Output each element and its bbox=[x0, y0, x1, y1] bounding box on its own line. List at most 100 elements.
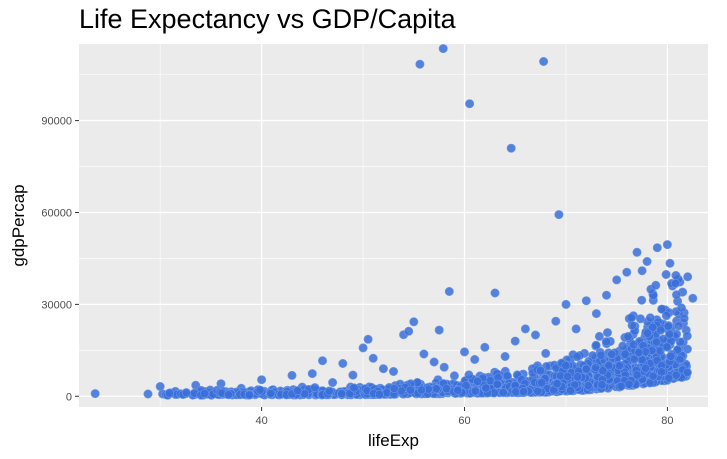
data-point bbox=[655, 346, 665, 356]
data-point bbox=[444, 286, 454, 296]
data-point bbox=[563, 371, 573, 381]
data-point bbox=[612, 275, 622, 285]
data-point bbox=[404, 326, 414, 336]
data-point bbox=[438, 44, 448, 54]
data-point bbox=[674, 321, 684, 331]
y-tick-label: 0 bbox=[66, 391, 72, 403]
data-point bbox=[441, 384, 451, 394]
data-point bbox=[596, 350, 606, 360]
data-point bbox=[349, 383, 359, 393]
data-point bbox=[634, 348, 644, 358]
data-point bbox=[481, 383, 491, 393]
data-point bbox=[597, 380, 607, 390]
data-point bbox=[662, 342, 672, 352]
data-point bbox=[502, 371, 512, 381]
data-point bbox=[663, 321, 673, 331]
data-point bbox=[470, 386, 480, 396]
axis-ticks: 40 60 80 0 30000 60000 90000 bbox=[41, 116, 673, 427]
data-point bbox=[480, 342, 490, 352]
data-point bbox=[317, 356, 327, 366]
data-point bbox=[682, 367, 692, 377]
data-point bbox=[255, 385, 265, 395]
data-point bbox=[581, 364, 591, 374]
data-point bbox=[623, 331, 633, 341]
data-point bbox=[492, 379, 502, 389]
data-point bbox=[449, 371, 459, 381]
data-point bbox=[626, 313, 636, 323]
data-point bbox=[293, 386, 303, 396]
data-point bbox=[607, 349, 617, 359]
data-point bbox=[498, 388, 508, 398]
data-point bbox=[338, 358, 348, 368]
data-point bbox=[656, 325, 666, 335]
data-point bbox=[637, 266, 647, 276]
data-point bbox=[637, 295, 647, 305]
data-point bbox=[671, 370, 681, 380]
data-point bbox=[652, 337, 662, 347]
data-point bbox=[405, 385, 415, 395]
data-point bbox=[307, 369, 317, 379]
data-point bbox=[591, 309, 601, 319]
data-point bbox=[642, 256, 652, 266]
data-point bbox=[155, 381, 165, 391]
data-point bbox=[541, 348, 551, 358]
data-point bbox=[622, 267, 632, 277]
data-point bbox=[429, 357, 439, 367]
data-point bbox=[665, 258, 675, 268]
data-point bbox=[419, 349, 429, 359]
data-point bbox=[453, 385, 463, 395]
data-point bbox=[324, 386, 334, 396]
data-point bbox=[181, 388, 191, 398]
data-point bbox=[200, 388, 210, 398]
x-tick-label: 40 bbox=[255, 415, 267, 427]
data-point bbox=[683, 272, 693, 282]
data-point bbox=[500, 351, 510, 361]
data-point bbox=[629, 354, 639, 364]
data-point bbox=[389, 383, 399, 393]
data-point bbox=[363, 334, 373, 344]
chart-title: Life Expectancy vs GDP/Capita bbox=[79, 4, 456, 34]
data-point bbox=[591, 340, 601, 350]
data-point bbox=[632, 370, 642, 380]
data-point bbox=[510, 336, 520, 346]
data-point bbox=[688, 293, 698, 303]
data-point bbox=[388, 366, 398, 376]
y-tick-label: 60000 bbox=[41, 207, 72, 219]
data-point bbox=[465, 99, 475, 109]
data-point bbox=[348, 370, 358, 380]
data-point bbox=[536, 366, 546, 376]
data-point bbox=[583, 381, 593, 391]
data-point bbox=[519, 387, 529, 397]
data-point bbox=[671, 270, 681, 280]
data-point bbox=[416, 385, 426, 395]
data-point bbox=[223, 390, 233, 400]
data-point bbox=[675, 355, 685, 365]
data-point bbox=[511, 387, 521, 397]
data-point bbox=[537, 378, 547, 388]
data-point bbox=[671, 290, 681, 300]
data-point bbox=[645, 313, 655, 323]
data-point bbox=[266, 388, 276, 398]
data-point bbox=[470, 354, 480, 364]
data-point bbox=[627, 320, 637, 330]
data-point bbox=[620, 349, 630, 359]
data-point bbox=[629, 340, 639, 350]
data-point bbox=[571, 324, 581, 334]
data-point bbox=[554, 210, 564, 220]
data-point bbox=[635, 314, 645, 324]
data-point bbox=[533, 386, 543, 396]
data-point bbox=[472, 376, 482, 386]
data-point bbox=[656, 367, 666, 377]
data-point bbox=[415, 59, 425, 69]
y-tick-label: 30000 bbox=[41, 299, 72, 311]
data-point bbox=[368, 353, 378, 363]
data-point bbox=[614, 361, 624, 371]
data-point bbox=[682, 344, 692, 354]
data-point bbox=[666, 351, 676, 361]
data-point bbox=[601, 337, 611, 347]
data-point bbox=[310, 383, 320, 393]
data-point bbox=[601, 290, 611, 300]
data-point bbox=[652, 243, 662, 253]
data-point bbox=[632, 247, 642, 257]
data-point bbox=[378, 364, 388, 374]
